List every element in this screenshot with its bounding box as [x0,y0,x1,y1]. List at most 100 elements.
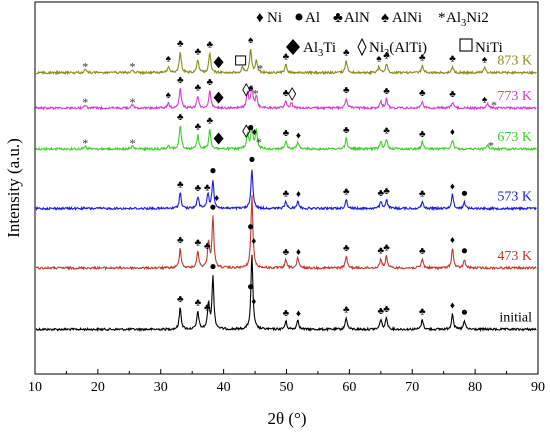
phase-marker-club: ♣ [204,302,211,313]
phase-marker-club: ♣ [383,243,390,254]
series-line-573-k [35,169,537,212]
series-line-673-k [35,124,537,152]
legend-symbol: ♣ [333,10,343,26]
phase-marker-bdiamond [213,91,224,104]
phase-marker-club: ♣ [207,116,214,127]
phase-marker-club: ♣ [177,294,184,305]
phase-marker-club: ♣ [383,51,390,62]
series-layer [35,49,537,333]
phase-marker-ldiamond [288,87,297,101]
phase-marker-star: * [491,98,497,112]
phase-marker-club: ♣ [383,304,390,315]
phase-marker-bdiamond [213,56,224,69]
phase-marker-club: ♣ [383,126,390,137]
series-label: 673 K [497,130,532,145]
phase-marker-dot [248,125,254,131]
phase-marker-star: * [82,95,88,109]
phase-marker-club: ♣ [419,53,426,64]
legend-label: AlN [344,10,370,26]
x-tick-label: 90 [531,380,545,395]
phase-marker-spade: ♠ [248,35,254,46]
phase-marker-club: ♣ [283,308,290,319]
phase-marker-club: ♣ [343,125,350,136]
phase-marker-club: ♣ [283,247,290,258]
phase-marker-dot [461,190,468,196]
phase-marker-ldiamond [242,82,251,97]
phase-marker-club: ♣ [207,77,214,88]
phase-marker-club: ♣ [195,183,202,194]
phase-marker-diamond: ♦ [251,236,256,247]
phase-marker-club: ♣ [343,48,350,59]
phase-marker-dot [249,156,255,163]
phase-marker-diamond: ♦ [252,127,257,138]
phase-marker-club: ♣ [419,188,426,199]
phase-marker-star: * [253,87,259,101]
phase-marker-star: * [129,60,135,74]
legend-label: Al3Ti [303,40,336,59]
phase-marker-spade: ♠ [248,83,254,94]
x-tick-label: 80 [468,380,482,395]
phase-marker-diamond: ♦ [450,181,455,192]
legend-symbol: ♦ [256,10,264,26]
series-line-473-k [36,195,537,271]
phase-marker-diamond: ♦ [214,193,219,204]
phase-marker-diamond: ♦ [296,247,301,258]
phase-marker-club: ♣ [343,85,350,96]
phase-marker-club: ♣ [283,128,290,139]
series-label: 873 K [497,54,532,69]
phase-marker-club: ♣ [177,39,184,50]
phase-marker-dot [248,224,254,230]
x-tick-label: 10 [28,380,42,395]
phase-marker-star: * [488,138,494,152]
phase-marker-club: ♣ [283,88,290,99]
x-tick-label: 70 [405,380,419,395]
series-label: 773 K [497,89,532,104]
phase-marker-square [235,55,247,66]
series-line-initial [35,254,537,333]
phase-marker-club: ♣ [207,39,214,50]
x-axis-label: 2θ (°) [267,409,306,428]
series-line-773-k [35,85,537,111]
phase-marker-club: ♣ [195,237,202,248]
phase-marker-club: ♣ [419,306,426,317]
phase-marker-club: ♣ [449,54,456,65]
phase-marker-club: ♣ [343,304,350,315]
x-tick-layer: 10 20 30 40 50 60 70 80 90 [28,369,545,395]
legend-symbol: * [438,10,446,26]
phase-marker-club: ♣ [195,298,202,309]
x-tick-label: 50 [280,380,294,395]
phase-marker-diamond: ♦ [450,235,455,246]
phase-marker-star: * [129,95,135,109]
phase-marker-club: ♣ [204,241,211,252]
phase-marker-spade: ♠ [376,53,382,64]
phase-marker-club: ♣ [378,188,385,199]
phase-marker-club: ♣ [177,75,184,86]
phase-marker-spade: ♠ [482,95,488,106]
phase-marker-club: ♣ [383,186,390,197]
series-label: 473 K [497,249,532,264]
legend-label: AlNi [392,10,422,26]
phase-marker-club: ♣ [177,179,184,190]
x-tick-label: 20 [91,380,105,395]
phase-marker-spade: ♠ [482,55,488,66]
phase-marker-star: * [82,60,88,74]
phase-marker-spade: ♠ [166,90,172,101]
y-axis-label: Intensity (a.u.) [4,138,23,238]
legend-label: NiTi [475,40,503,56]
legend-label: Al3Ni2 [446,10,489,29]
phase-marker-star: * [256,135,262,149]
x-tick-label: 40 [217,380,231,395]
phase-marker-club: ♣ [343,186,350,197]
phase-marker-star: * [257,61,263,75]
phase-marker-dot [248,284,254,290]
phase-marker-diamond: ♦ [296,189,301,200]
phase-marker-club: ♣ [419,246,426,257]
phase-marker-club: ♣ [177,235,184,246]
phase-marker-club: ♣ [195,83,202,94]
legend-symbol [357,37,367,57]
phase-marker-club: ♣ [378,245,385,256]
phase-marker-club: ♣ [283,188,290,199]
phase-marker-diamond: ♦ [450,300,455,311]
